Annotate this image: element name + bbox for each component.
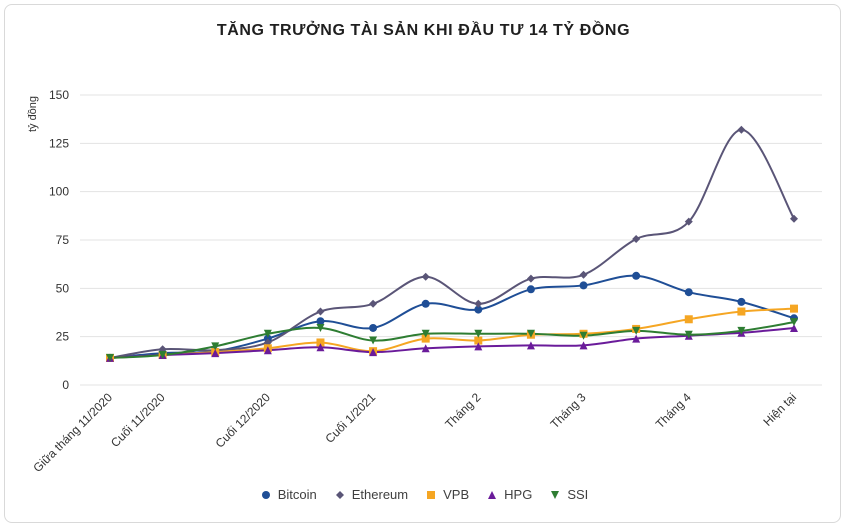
series-markers bbox=[106, 125, 798, 362]
data-point-ethereum bbox=[684, 217, 693, 226]
data-point-bitcoin bbox=[316, 317, 325, 326]
data-point-ssi bbox=[316, 323, 325, 332]
legend-marker-icon bbox=[261, 490, 270, 499]
x-tick-label: Hiện tại bbox=[760, 390, 799, 429]
data-point-bitcoin bbox=[632, 271, 641, 280]
data-point-bitcoin bbox=[421, 299, 430, 308]
data-point-ssi bbox=[632, 326, 641, 335]
legend-marker-icon bbox=[335, 490, 344, 499]
legend-item-bitcoin: Bitcoin bbox=[259, 487, 317, 502]
data-point-ssi bbox=[684, 330, 693, 339]
data-point-ethereum bbox=[474, 299, 483, 308]
x-tick-label: Tháng 2 bbox=[442, 390, 483, 431]
data-point-vpb bbox=[737, 307, 746, 316]
series-line-vpb bbox=[109, 307, 795, 359]
data-point-bitcoin bbox=[369, 323, 378, 332]
chart-legend: Bitcoin Ethereum VPB HPG SSI bbox=[0, 487, 847, 502]
data-point-hpg bbox=[579, 341, 588, 350]
legend-label: HPG bbox=[504, 487, 533, 502]
data-point-vpb bbox=[474, 336, 483, 345]
data-point-vpb bbox=[684, 315, 693, 324]
data-point-ethereum bbox=[579, 270, 588, 279]
x-tick-label: Giữa tháng 11/2020 bbox=[30, 390, 115, 475]
data-point-hpg bbox=[632, 334, 641, 343]
x-tick-label: Cuối 1/2021 bbox=[323, 390, 379, 446]
data-point-ssi bbox=[106, 353, 114, 362]
data-point-hpg bbox=[263, 346, 272, 355]
data-point-hpg bbox=[211, 349, 220, 358]
x-tick-label: Cuối 12/2020 bbox=[213, 390, 274, 451]
legend-item-hpg: HPG bbox=[485, 487, 532, 502]
data-point-bitcoin bbox=[737, 297, 746, 306]
data-point-hpg bbox=[316, 343, 325, 352]
data-point-ethereum bbox=[526, 274, 535, 283]
legend-item-vpb: VPB bbox=[424, 487, 469, 502]
series-lines bbox=[109, 128, 795, 359]
data-point-ssi bbox=[526, 329, 535, 338]
chart-frame bbox=[4, 4, 841, 523]
legend-label: Bitcoin bbox=[277, 487, 317, 502]
data-point-ssi bbox=[421, 329, 430, 338]
legend-label: Ethereum bbox=[351, 487, 409, 502]
data-point-hpg bbox=[790, 323, 798, 332]
data-point-ethereum bbox=[737, 125, 746, 134]
x-tick-label: Cuối 11/2020 bbox=[108, 390, 168, 450]
y-tick-label: 0 bbox=[62, 378, 69, 392]
data-point-hpg bbox=[421, 344, 430, 353]
y-tick-label: 100 bbox=[49, 185, 69, 199]
data-point-hpg bbox=[526, 341, 535, 350]
data-point-ethereum bbox=[369, 299, 378, 308]
series-line-hpg bbox=[109, 326, 795, 359]
data-point-bitcoin bbox=[684, 288, 693, 297]
data-point-ssi bbox=[211, 342, 220, 351]
legend-marker-icon bbox=[551, 490, 560, 499]
data-point-vpb bbox=[790, 304, 798, 313]
data-point-ssi bbox=[369, 336, 378, 345]
y-tick-label: 25 bbox=[56, 330, 70, 344]
data-point-ethereum bbox=[790, 214, 798, 223]
legend-marker-icon bbox=[488, 490, 497, 499]
x-tick-label: Tháng 3 bbox=[548, 390, 589, 431]
y-axis-ticks: 0 25 50 75 100 125 150 bbox=[49, 88, 69, 392]
chart-title: TĂNG TRƯỞNG TÀI SẢN KHI ĐẦU TƯ 14 TỶ ĐỒN… bbox=[216, 22, 631, 39]
data-point-vpb bbox=[421, 334, 430, 343]
data-point-ssi bbox=[158, 351, 167, 360]
legend-item-ethereum: Ethereum bbox=[333, 487, 408, 502]
data-point-bitcoin bbox=[474, 305, 483, 314]
legend-item-ssi: SSI bbox=[548, 487, 588, 502]
data-point-hpg bbox=[474, 342, 483, 351]
data-point-ssi bbox=[790, 318, 798, 327]
x-tick-label: Tháng 4 bbox=[653, 390, 694, 431]
data-point-vpb bbox=[316, 338, 325, 347]
data-point-hpg bbox=[369, 348, 378, 357]
legend-label: SSI bbox=[567, 487, 589, 502]
series-line-ethereum bbox=[109, 128, 795, 359]
data-point-bitcoin bbox=[579, 281, 588, 290]
y-tick-label: 125 bbox=[49, 136, 69, 150]
data-point-ethereum bbox=[421, 272, 430, 281]
data-point-ethereum bbox=[632, 235, 641, 244]
y-tick-label: 150 bbox=[49, 88, 69, 102]
data-point-ssi bbox=[263, 329, 272, 338]
data-point-bitcoin bbox=[526, 285, 535, 294]
data-point-ssi bbox=[474, 329, 483, 338]
legend-label: VPB bbox=[443, 487, 470, 502]
y-tick-label: 50 bbox=[56, 281, 70, 295]
legend-marker-icon bbox=[427, 490, 436, 499]
line-chart: 0 25 50 75 100 125 150 tỷ đồng Giữa tháng 11/2… bbox=[27, 88, 822, 475]
y-axis-label: tỷ đồng bbox=[27, 96, 39, 132]
data-point-ssi bbox=[737, 326, 746, 335]
data-point-ssi bbox=[579, 331, 588, 340]
data-point-ethereum bbox=[316, 307, 325, 316]
gridlines bbox=[80, 94, 822, 386]
series-line-ssi bbox=[109, 321, 795, 359]
y-tick-label: 75 bbox=[56, 233, 70, 247]
